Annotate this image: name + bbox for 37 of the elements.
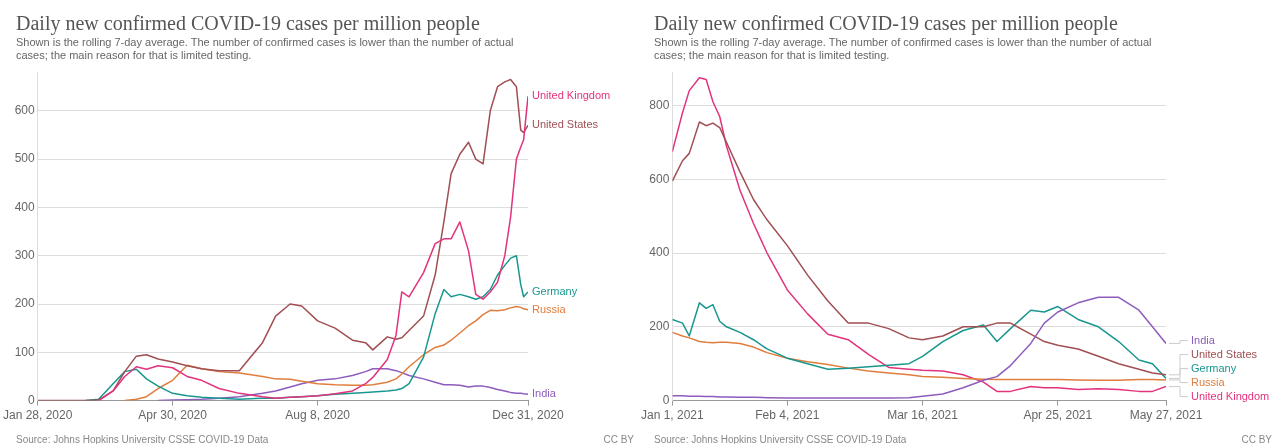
y-tick-label: 800: [649, 97, 670, 112]
y-tick-label: 500: [14, 151, 36, 166]
x-tick-label: Jan 28, 2020: [2, 408, 73, 423]
y-tick-label: 300: [14, 248, 36, 263]
x-tick-label: Dec 31, 2020: [492, 408, 565, 423]
text: Germany: [1191, 361, 1237, 374]
y-tick-label: 600: [14, 103, 36, 118]
y-tick-label: 600: [649, 171, 670, 186]
x-tick-label: May 27, 2021: [1129, 408, 1203, 423]
y-tick-label: 400: [14, 199, 36, 214]
chart-title: Daily new confirmed COVID-19 cases per million people: [16, 12, 481, 34]
series-label: India: [532, 387, 557, 400]
y-tick-label: 200: [14, 296, 36, 311]
x-tick-label: Aug 8, 2020: [285, 408, 351, 423]
text: United States: [1191, 347, 1258, 360]
text: CC BY: [603, 434, 634, 444]
text: United Kingdom: [1191, 389, 1270, 402]
y-tick-label: 100: [14, 344, 36, 359]
series-label: United Kingdom: [532, 89, 611, 102]
series-label: Germany: [532, 284, 578, 297]
series-label: Russia: [532, 302, 567, 315]
x-tick-label: Feb 4, 2021: [755, 408, 820, 423]
y-tick-label: 0: [662, 392, 670, 407]
text: Russia: [1191, 375, 1226, 388]
chart-subtitle: Shown is the rolling 7-day average. The number of confirmed cases is lower than the number of actual cases; the main reason for that is limited testing.: [16, 36, 515, 62]
series-label: United States: [532, 118, 599, 131]
x-tick-label: Mar 16, 2021: [887, 408, 959, 423]
text: CC BY: [1241, 434, 1272, 444]
x-tick-label: Apr 30, 2020: [138, 408, 208, 423]
x-tick-label: Apr 25, 2021: [1023, 408, 1093, 423]
y-tick-label: 200: [649, 319, 670, 334]
y-tick-label: 0: [28, 392, 36, 407]
x-tick-label: Jan 1, 2021: [641, 408, 705, 423]
text: India: [1191, 333, 1216, 346]
chart-title: Daily new confirmed COVID-19 cases per million people: [654, 12, 1119, 34]
y-tick-label: 400: [649, 245, 670, 260]
chart-subtitle: Shown is the rolling 7-day average. The number of confirmed cases is lower than the number of actual cases; the main reason for that is limited testing.: [654, 36, 1153, 62]
